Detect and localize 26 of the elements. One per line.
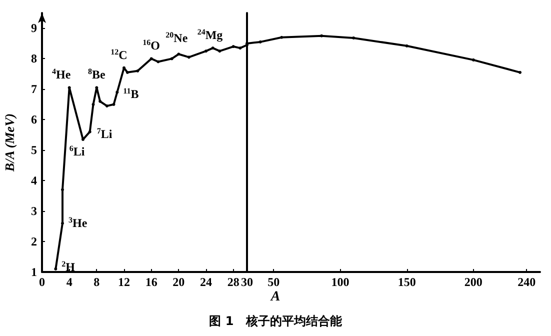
y-tick-label: 3 [31,204,37,218]
x-tick-label: 100 [331,275,350,289]
x-tick-label: 30 [241,275,253,289]
x-tick-label: 16 [145,275,158,289]
x-tick-label: 8 [94,275,100,289]
y-tick-label: 5 [31,143,37,158]
x-tick-label: 0 [39,275,45,289]
x-tick-label: 24 [200,275,212,289]
x-tick-label: 4 [66,275,72,289]
x-tick-label: 240 [518,275,536,289]
y-tick-label: 4 [31,174,37,188]
x-tick-label: 50 [268,275,280,289]
x-tick-label: 200 [464,275,482,289]
y-tick-label: 8 [31,52,37,66]
y-tick-label: 2 [31,234,37,249]
y-tick-label: 9 [31,21,37,36]
y-tick-label: 7 [31,82,37,96]
y-tick-label: 1 [31,265,37,279]
x-axis-title: A [270,290,280,304]
text: 图 1 核子的平均结合能 [209,314,343,328]
x-tick-label: 150 [398,275,416,289]
x-tick-label: 12 [118,275,130,289]
y-tick-label: 6 [31,112,37,127]
x-tick-label: 28 [227,275,240,289]
x-tick-label: 20 [172,275,185,289]
y-axis-title: B/A (MeV) [2,113,17,173]
